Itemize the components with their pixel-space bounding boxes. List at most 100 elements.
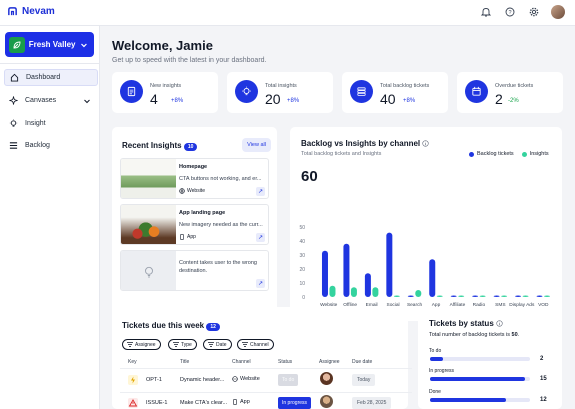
column-header: Channel <box>232 359 251 365</box>
stat-card-new-insights[interactable]: New insights 4 +8% <box>112 72 218 113</box>
column-header: Status <box>278 359 293 365</box>
insight-item[interactable]: Homepage CTA buttons not working, and er… <box>120 158 269 199</box>
bar-insights <box>350 287 357 297</box>
bar-backlog <box>321 250 328 297</box>
insight-thumbnail <box>121 205 176 244</box>
top-bar: Nevam ? <box>0 0 575 26</box>
x-tick-label: Radio <box>473 302 486 308</box>
stat-delta: +8% <box>171 98 184 104</box>
org-name: Fresh Valley <box>28 40 76 49</box>
main-content: Welcome, Jamie Get up to speed with the … <box>100 26 575 409</box>
open-arrow-icon[interactable]: ↗ <box>256 279 265 288</box>
stat-value: 4 <box>150 91 158 107</box>
stack-icon <box>350 80 373 103</box>
stat-delta: +8% <box>403 98 416 104</box>
bar-insights <box>393 295 400 297</box>
bar-insights <box>479 295 486 297</box>
bar-insights <box>458 295 465 297</box>
org-switcher[interactable]: Fresh Valley <box>5 32 94 57</box>
sidebar-item-dashboard[interactable]: Dashboard <box>4 69 98 86</box>
gear-icon[interactable] <box>527 5 541 19</box>
y-tick-label: 0 <box>302 295 305 301</box>
bar-backlog <box>386 232 393 297</box>
table-row[interactable]: ISSUE-1 Make CTA's clear... App In progr… <box>112 393 408 409</box>
filter-type[interactable]: Type <box>168 339 197 350</box>
lightbulb-icon <box>144 266 153 277</box>
x-tick-label: Social <box>387 302 400 308</box>
insight-item[interactable]: Content takes user to the wrong destinat… <box>120 250 269 291</box>
user-avatar[interactable] <box>551 5 565 19</box>
bar-backlog <box>450 295 457 297</box>
status-card: Tickets by status Total number of backlo… <box>418 307 562 409</box>
status-label: Done <box>429 389 441 395</box>
info-icon[interactable] <box>422 140 429 147</box>
x-tick-label: SMS <box>495 302 505 308</box>
status-bar-fill <box>430 357 443 361</box>
sidebar-item-canvases[interactable]: Canvases <box>4 92 98 109</box>
open-arrow-icon[interactable]: ↗ <box>256 233 265 242</box>
insight-thumbnail <box>121 251 176 290</box>
bar-insights <box>544 295 551 297</box>
bar-backlog <box>493 295 500 297</box>
sparkle-icon <box>9 96 18 105</box>
phone-icon <box>233 399 237 405</box>
insight-channel: Website <box>179 188 205 194</box>
status-label: To do <box>429 348 442 354</box>
bar-backlog <box>472 295 479 297</box>
count-badge: 10 <box>183 143 198 151</box>
channel-label: Website <box>187 188 205 194</box>
view-all-button[interactable]: View all <box>242 138 271 152</box>
lightbulb-icon <box>235 80 258 103</box>
info-icon[interactable] <box>496 320 503 327</box>
x-tick-label: Website <box>320 302 338 308</box>
status-bar-todo <box>430 357 530 361</box>
chevron-down-icon[interactable] <box>83 97 91 105</box>
globe-icon <box>179 188 185 194</box>
legend-label: Backlog tickets <box>477 151 514 157</box>
filter-label: Assignee <box>135 341 156 348</box>
bar-backlog <box>515 295 522 297</box>
sidebar: Fresh Valley Dashboard Canvases Insight … <box>0 26 100 409</box>
bell-icon[interactable] <box>479 5 493 19</box>
insight-item[interactable]: App landing page New imagery needed as t… <box>120 204 269 245</box>
sidebar-item-backlog[interactable]: Backlog <box>4 137 98 154</box>
open-arrow-icon[interactable]: ↗ <box>256 187 265 196</box>
stat-card-overdue[interactable]: Overdue tickets 2 -2% <box>457 72 563 113</box>
bar-insights <box>372 287 379 297</box>
filter-date[interactable]: Date <box>203 339 232 350</box>
backlog-icon <box>9 142 18 149</box>
filter-channel[interactable]: Channel <box>237 339 274 350</box>
status-title: Tickets by status <box>429 319 503 328</box>
insight-desc: New imagery needed as the curr... <box>179 222 263 228</box>
tickets-title: Tickets due this week 12 <box>122 321 220 331</box>
filter-icon <box>242 342 248 347</box>
x-tick-label: App <box>432 302 441 308</box>
bar-insights <box>329 285 336 297</box>
x-tick-label: VOD <box>538 302 549 308</box>
stat-card-total-insights[interactable]: Total insights 20 +8% <box>227 72 333 113</box>
calendar-icon <box>465 80 488 103</box>
bar-backlog <box>429 259 436 297</box>
status-label: In progress <box>429 368 455 374</box>
status-value: 2 <box>540 356 544 362</box>
status-bar-fill <box>430 398 506 402</box>
document-icon <box>120 80 143 103</box>
app-name: Nevam <box>22 6 55 17</box>
logo[interactable]: Nevam <box>7 6 55 17</box>
legend-swatch-insights <box>521 151 527 157</box>
sidebar-item-label: Canvases <box>25 97 57 104</box>
stat-label: Total insights <box>265 83 297 89</box>
status-subtitle: Total number of backlog tickets is 50. <box>429 332 520 338</box>
filter-assignee[interactable]: Assignee <box>122 339 161 350</box>
bar-insights <box>522 295 529 297</box>
filter-icon <box>127 342 133 347</box>
help-icon[interactable]: ? <box>503 5 517 19</box>
sidebar-item-insight[interactable]: Insight <box>4 115 98 132</box>
chart-legend: Backlog tickets Insights <box>469 151 549 157</box>
ticket-channel: Website <box>232 376 260 382</box>
table-row[interactable]: OPT-1 Dynamic header... Website To do To… <box>112 369 408 391</box>
stat-card-total-backlog[interactable]: Total backlog tickets 40 +8% <box>342 72 448 113</box>
bar-chart: 0 10 20 30 40 50 60 Website Offline Email Social Se… <box>299 168 551 308</box>
chevron-down-icon <box>81 43 87 47</box>
insight-desc: Content takes user to the wrong destinat… <box>179 260 257 274</box>
